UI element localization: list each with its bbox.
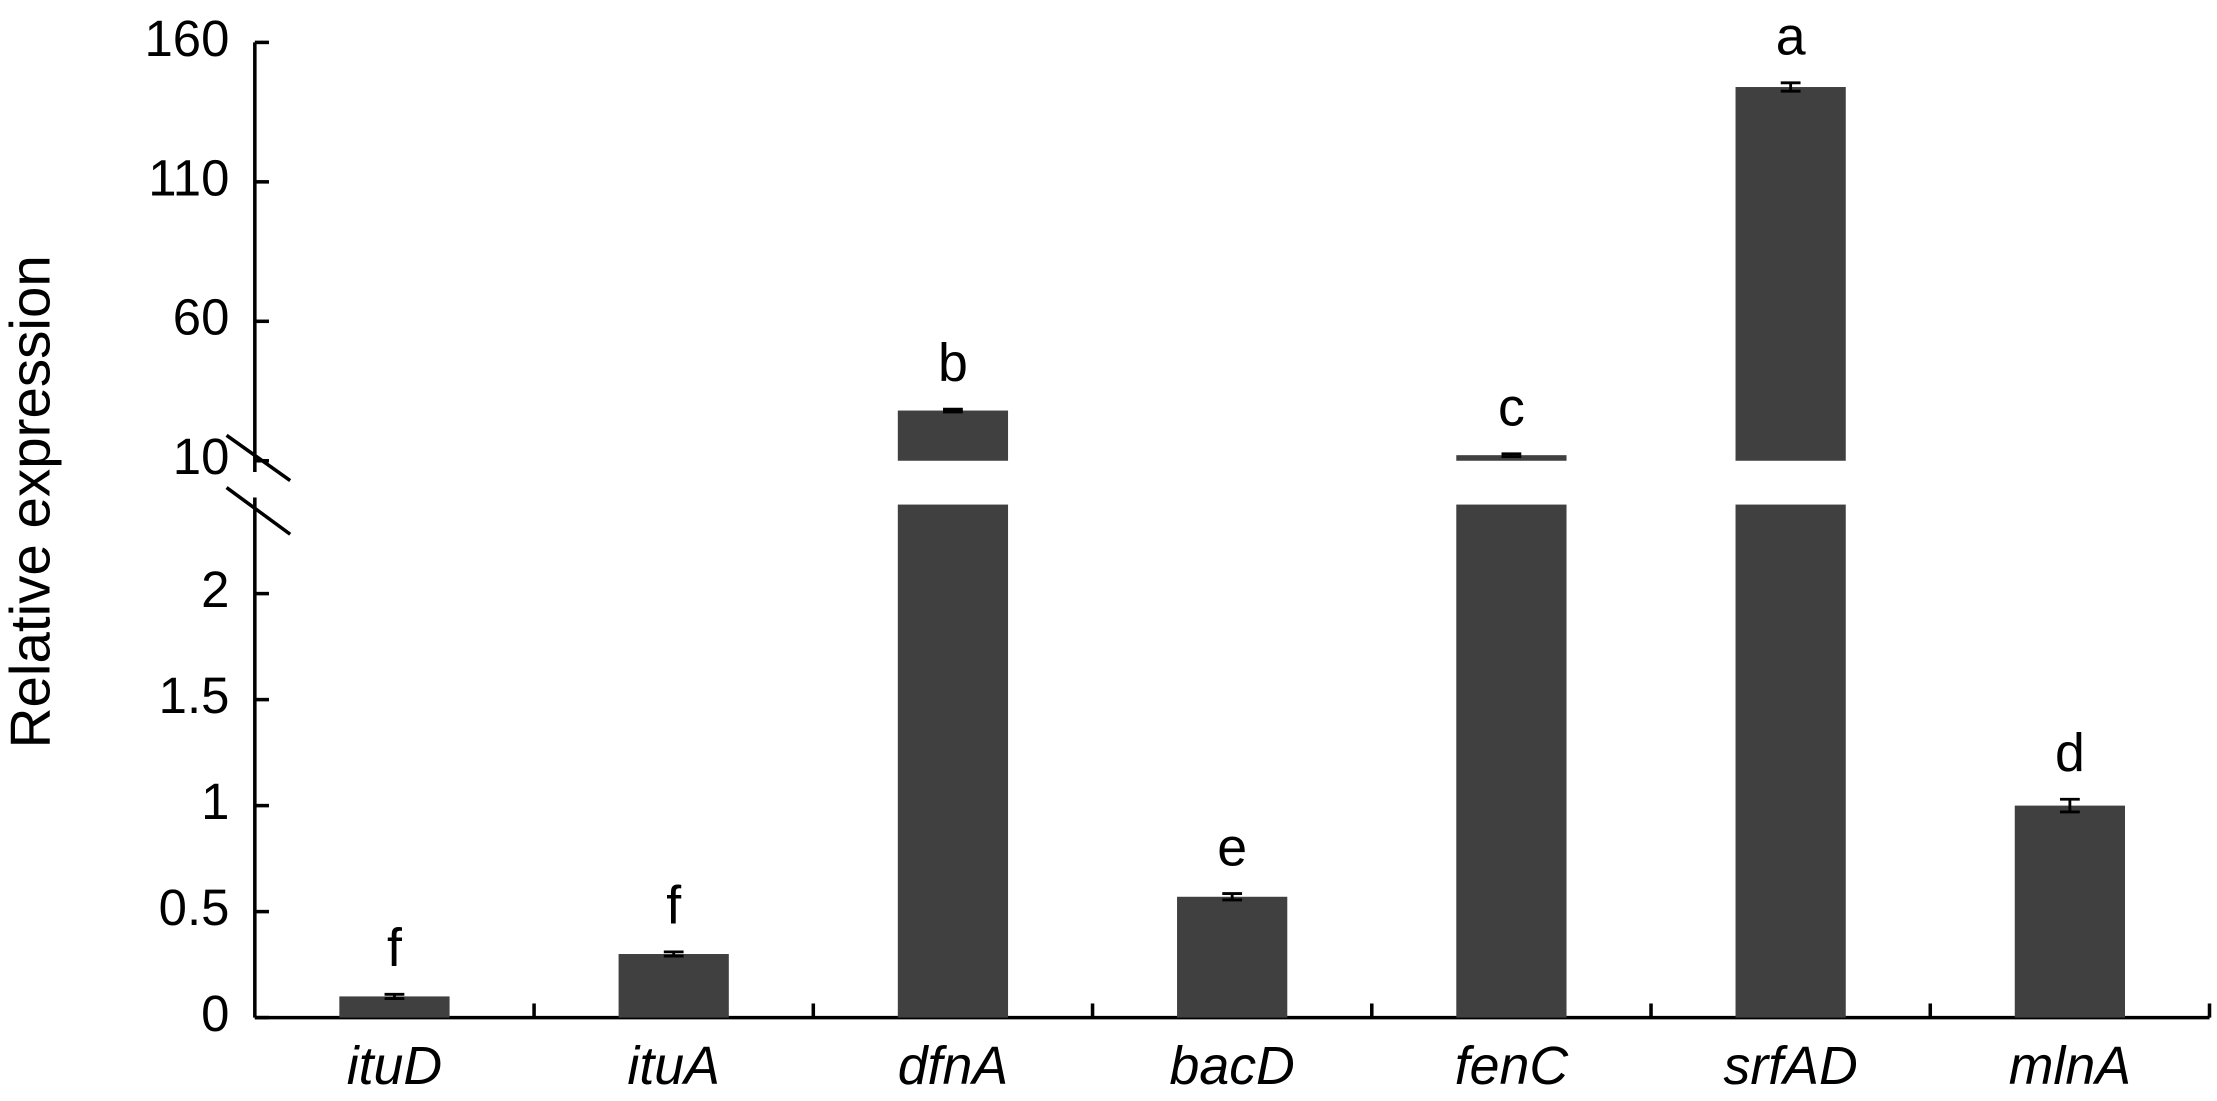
y-tick-label: 1.5 <box>159 667 230 724</box>
y-tick-label: 1 <box>201 773 229 830</box>
x-tick-label: dfnA <box>898 1036 1008 1096</box>
significance-letter: d <box>2055 723 2085 783</box>
y-tick-label: 60 <box>173 289 230 346</box>
bar-lower <box>1456 504 1567 1018</box>
y-tick-label: 0.5 <box>159 879 230 936</box>
bar-upper <box>897 410 1009 461</box>
bar-upper <box>1735 87 1846 461</box>
x-tick-label: fenC <box>1455 1036 1570 1096</box>
y-tick-label: 10 <box>173 428 230 485</box>
y-tick-label: 0 <box>201 985 229 1042</box>
x-tick-label: srfAD <box>1724 1036 1858 1096</box>
y-axis-label: Relative expression <box>0 255 61 748</box>
significance-letter: b <box>938 333 968 393</box>
x-tick-label: ituA <box>627 1036 720 1096</box>
significance-letter: f <box>387 918 402 978</box>
bar <box>339 996 450 1018</box>
bar <box>2014 805 2126 1018</box>
bar <box>618 954 729 1018</box>
significance-letter: c <box>1498 378 1525 438</box>
axis-break <box>225 433 292 482</box>
bar-lower <box>897 504 1009 1018</box>
x-tick-label: ituD <box>347 1036 442 1096</box>
bar-lower <box>1735 504 1846 1018</box>
y-tick-label: 2 <box>201 561 229 618</box>
significance-letter: f <box>666 876 681 936</box>
significance-letter: e <box>1217 817 1247 877</box>
y-tick-label: 110 <box>148 149 229 206</box>
x-tick-label: mlnA <box>2009 1036 2131 1096</box>
axis-break <box>225 486 292 536</box>
significance-letter: a <box>1776 7 1806 67</box>
bar <box>1177 896 1288 1018</box>
y-tick-label: 160 <box>145 10 230 67</box>
x-tick-label: bacD <box>1169 1036 1294 1096</box>
